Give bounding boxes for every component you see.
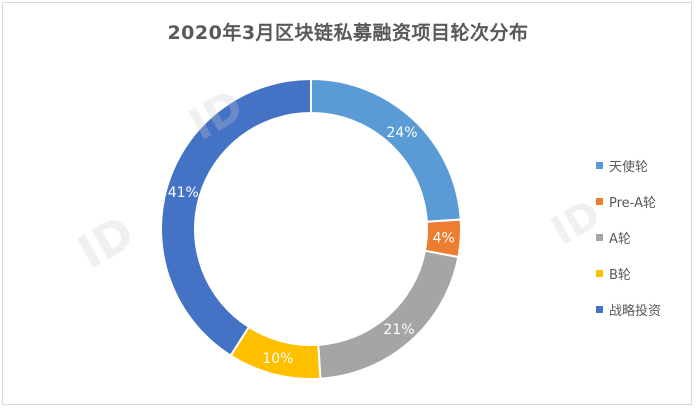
- donut-slice-tianshi: [310, 77, 462, 223]
- data-label-a: 21%: [383, 322, 414, 338]
- chart-title: 2020年3月区块链私募融资项目轮次分布: [167, 22, 529, 44]
- legend-item-zhanlue: 战略投资: [596, 300, 661, 319]
- data-label-pre-a: 4%: [433, 230, 455, 246]
- data-label-b: 10%: [262, 351, 293, 367]
- legend-label-zhanlue: 战略投资: [609, 304, 662, 319]
- legend-swatch-b: [596, 270, 603, 277]
- legend-swatch-zhanlue: [596, 306, 603, 313]
- data-label-tianshi: 24%: [386, 125, 417, 141]
- chart-legend: 天使轮 Pre-A轮 A轮 B轮战略投资: [596, 156, 661, 336]
- data-label-zhanlue: 41%: [168, 185, 199, 201]
- legend-item-b: B轮: [596, 264, 661, 283]
- legend-item-pre-a: Pre-A轮: [596, 192, 661, 211]
- legend-label-pre-a: Pre-A轮: [609, 196, 656, 211]
- legend-swatch-a: [596, 234, 603, 241]
- legend-swatch-tianshi: [596, 162, 603, 169]
- legend-label-b: B轮: [609, 268, 631, 283]
- legend-item-tianshi: 天使轮: [596, 156, 661, 175]
- legend-label-tianshi: 天使轮: [609, 160, 649, 175]
- chart-frame: [2, 2, 692, 405]
- donut-slice-a: [317, 249, 460, 380]
- donut-slice-zhanlue: [160, 77, 312, 358]
- legend-label-a: A轮: [609, 232, 631, 247]
- legend-swatch-pre-a: [596, 198, 603, 205]
- legend-item-a: A轮: [596, 228, 661, 247]
